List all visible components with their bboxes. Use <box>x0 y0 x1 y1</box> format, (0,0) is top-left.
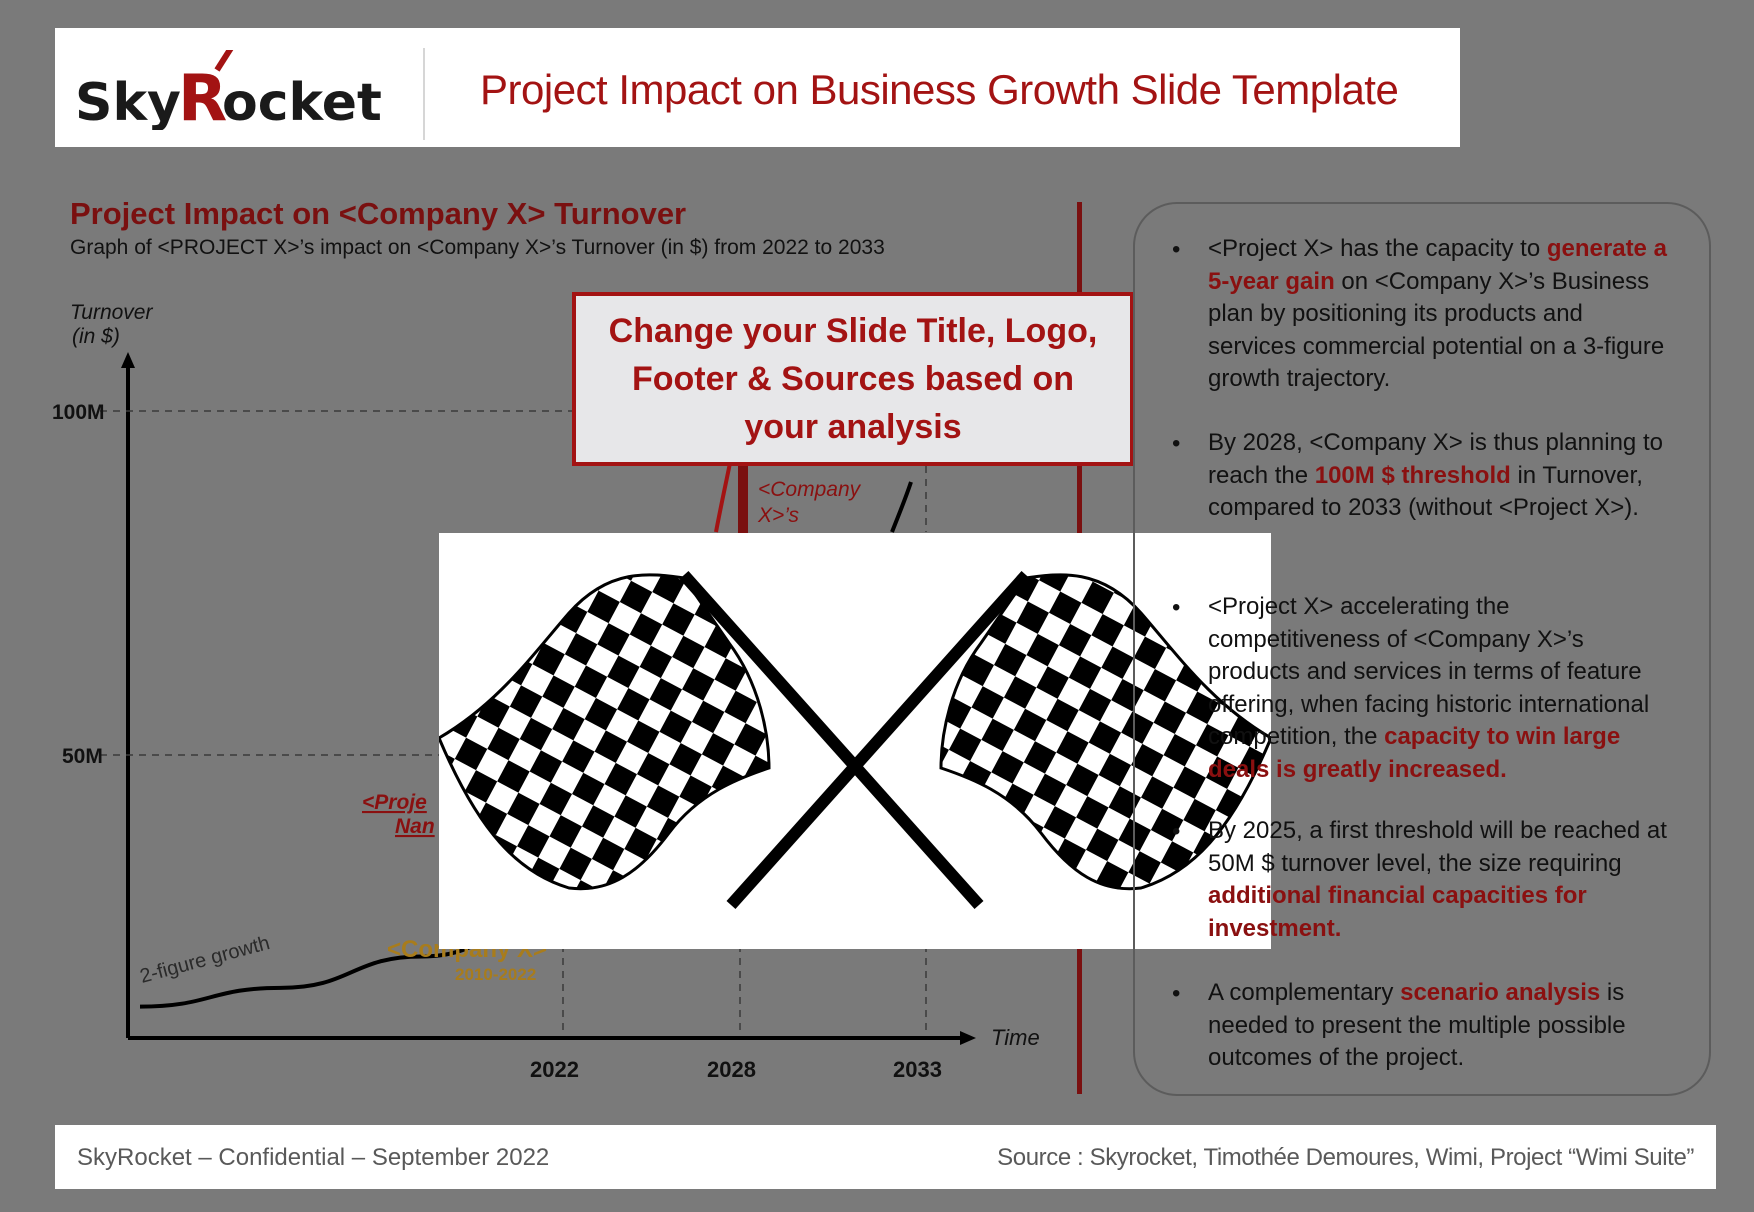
company-label-line1: <Company <box>758 478 862 501</box>
curve-label: 2-figure growth <box>138 932 273 988</box>
x-tick-2028: 2028 <box>707 1057 756 1082</box>
logo-text-sky: Sky <box>75 73 181 130</box>
header-divider <box>423 48 425 140</box>
logo-text-ocket: ocket <box>222 73 382 130</box>
x-tick-2022: 2022 <box>530 1057 579 1082</box>
bullet-dot: • <box>1172 818 1181 845</box>
y-axis-label-line1: Turnover <box>70 301 153 324</box>
company-label-line2: X>’s <box>757 504 800 527</box>
instruction-callout: Change your Slide Title, Logo, Footer & … <box>572 292 1134 466</box>
chart-subtitle: Graph of <PROJECT X>’s impact on <Compan… <box>70 236 885 259</box>
logo-text-r: R <box>178 62 227 130</box>
logo-rocket-mark <box>214 46 234 72</box>
slide-title: Project Impact on Business Growth Slide … <box>480 66 1399 113</box>
right-flag-cloth <box>939 573 1273 891</box>
key-insights-panel <box>1133 202 1711 1096</box>
project-name-label-line1: <Proje <box>362 791 427 814</box>
project-bar <box>738 466 748 533</box>
bullet-dot: • <box>1172 594 1181 621</box>
slide-footer: SkyRocket – Confidential – September 202… <box>55 1125 1716 1189</box>
x-tick-2033: 2033 <box>893 1057 942 1082</box>
chart-title: Project Impact on <Company X> Turnover <box>70 196 687 231</box>
project-name-label-line2: Nan <box>395 815 435 838</box>
bullet-dot: • <box>1172 430 1181 457</box>
left-flag-cloth <box>437 573 771 891</box>
checkered-flags-icon <box>437 571 1273 909</box>
y-axis-label-line2: (in $) <box>72 325 120 348</box>
right-flag-pole <box>726 571 1031 909</box>
checkered-flags-image <box>437 533 1273 949</box>
y-tick-100m: 100M <box>52 401 105 424</box>
footer-confidential: SkyRocket – Confidential – September 202… <box>77 1144 550 1171</box>
bullet-dot: • <box>1172 980 1181 1007</box>
history-years: 2010-2022 <box>455 965 536 984</box>
x-axis-label: Time <box>991 1025 1040 1050</box>
x-axis-arrow <box>960 1031 976 1045</box>
bullet-5: A complementary scenario analysis is nee… <box>1208 979 1626 1071</box>
bullet-2: By 2028, <Company X> is thus planning to… <box>1208 429 1663 521</box>
y-tick-50m: 50M <box>62 745 103 768</box>
bullet-4: By 2025, a first threshold will be reach… <box>1208 817 1667 942</box>
y-axis-arrow <box>121 352 135 368</box>
left-flag-pole <box>679 571 984 909</box>
bullet-3: <Project X> accelerating the competitive… <box>1208 593 1650 783</box>
bullet-dot: • <box>1172 236 1181 263</box>
slide-header: Sky R ocket Project Impact on Business G… <box>55 28 1460 147</box>
footer-source: Source : Skyrocket, Timothée Demoures, W… <box>997 1144 1694 1171</box>
skyrocket-logo: Sky R ocket <box>75 46 435 136</box>
baseline-curve <box>890 481 913 533</box>
bullet-1: <Project X> has the capacity to generate… <box>1208 235 1667 392</box>
